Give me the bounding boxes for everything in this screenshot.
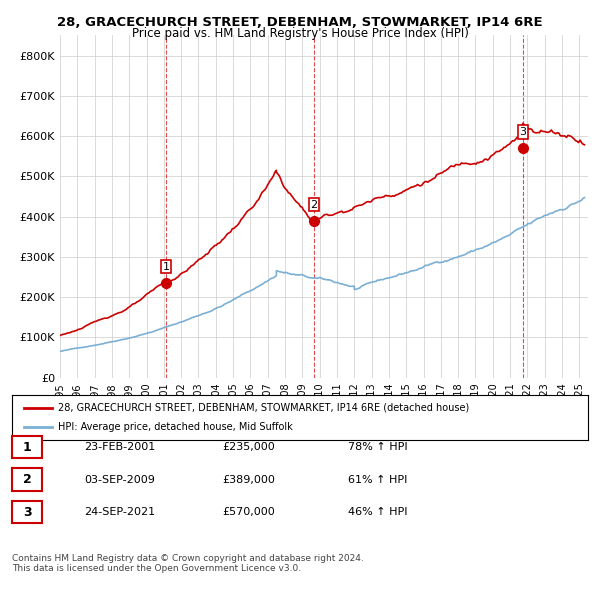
Text: 23-FEB-2001: 23-FEB-2001 <box>84 442 155 452</box>
Text: 1: 1 <box>163 262 170 272</box>
Text: 2: 2 <box>310 200 317 209</box>
Text: 46% ↑ HPI: 46% ↑ HPI <box>348 507 407 517</box>
Text: 24-SEP-2021: 24-SEP-2021 <box>84 507 155 517</box>
Text: 3: 3 <box>519 127 526 137</box>
Text: 28, GRACECHURCH STREET, DEBENHAM, STOWMARKET, IP14 6RE (detached house): 28, GRACECHURCH STREET, DEBENHAM, STOWMA… <box>58 403 469 412</box>
Text: £235,000: £235,000 <box>222 442 275 452</box>
Text: 28, GRACECHURCH STREET, DEBENHAM, STOWMARKET, IP14 6RE: 28, GRACECHURCH STREET, DEBENHAM, STOWMA… <box>57 16 543 29</box>
Text: 78% ↑ HPI: 78% ↑ HPI <box>348 442 407 452</box>
Text: Price paid vs. HM Land Registry's House Price Index (HPI): Price paid vs. HM Land Registry's House … <box>131 27 469 40</box>
Text: £570,000: £570,000 <box>222 507 275 517</box>
Text: 1: 1 <box>23 441 31 454</box>
Text: 2: 2 <box>23 473 31 486</box>
Text: 61% ↑ HPI: 61% ↑ HPI <box>348 475 407 484</box>
Text: HPI: Average price, detached house, Mid Suffolk: HPI: Average price, detached house, Mid … <box>58 422 293 432</box>
Text: 03-SEP-2009: 03-SEP-2009 <box>84 475 155 484</box>
Text: 3: 3 <box>23 506 31 519</box>
Text: £389,000: £389,000 <box>222 475 275 484</box>
Text: This data is licensed under the Open Government Licence v3.0.: This data is licensed under the Open Gov… <box>12 565 301 573</box>
Text: Contains HM Land Registry data © Crown copyright and database right 2024.: Contains HM Land Registry data © Crown c… <box>12 554 364 563</box>
